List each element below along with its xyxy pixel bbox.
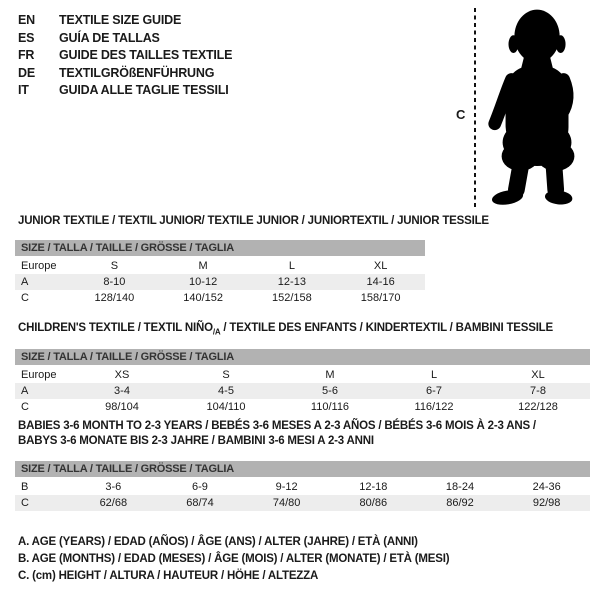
- size-table-babies: SIZE / TALLA / TAILLE / GRÖSSE / TAGLIA …: [15, 461, 590, 511]
- section-childrens-textile: CHILDREN'S TEXTILE / TEXTIL NIÑO/A / TEX…: [15, 321, 590, 415]
- cell: 104/110: [206, 401, 246, 414]
- section-title: JUNIOR TEXTILE / TEXTIL JUNIOR/ TEXTILE …: [18, 215, 489, 227]
- language-code: IT: [18, 83, 29, 97]
- height-figure: C: [450, 5, 600, 217]
- row-label: A: [21, 385, 29, 398]
- cell: 5-6: [322, 385, 338, 398]
- cell: 152/158: [271, 292, 312, 304]
- cell: L: [430, 369, 438, 382]
- cell: 68/74: [186, 497, 214, 509]
- cell: 18-24: [445, 481, 475, 493]
- cell: 14-16: [366, 276, 395, 288]
- height-dashed-line-icon: [474, 8, 476, 209]
- title-sub: /A: [212, 327, 221, 337]
- language-code: ES: [18, 30, 35, 45]
- cell: 86/92: [446, 497, 474, 509]
- size-table-children: SIZE / TALLA / TAILLE / GRÖSSE / TAGLIA …: [15, 349, 590, 415]
- language-code: FR: [18, 48, 35, 62]
- cell: 6-9: [192, 481, 208, 493]
- table-row-c: C 128/140 140/152 152/158 158/170: [15, 290, 425, 306]
- cell: 128/140: [94, 292, 135, 304]
- footnote-line-c: C. (cm) HEIGHT / ALTURA / HAUTEUR / HÖHE…: [18, 570, 319, 582]
- cell: 24-36: [532, 481, 561, 493]
- language-list: EN TEXTILE SIZE GUIDE ES GUÍA DE TALLAS …: [18, 12, 232, 100]
- table-row-europe: Europe S M L XL: [15, 258, 425, 274]
- language-label: GUÍA DE TALLAS: [59, 30, 160, 45]
- table-row-europe: Europe XS S M L XL: [15, 367, 590, 383]
- title-main: CHILDREN'S TEXTILE / TEXTIL NIÑO: [18, 322, 213, 334]
- row-label: Europe: [21, 260, 57, 272]
- language-label: TEXTILGRÖßENFÜHRUNG: [59, 65, 215, 80]
- baby-silhouette-icon: [488, 9, 575, 205]
- size-header-bar: SIZE / TALLA / TAILLE / GRÖSSE / TAGLIA: [15, 461, 590, 477]
- language-row-de: DE TEXTILGRÖßENFÜHRUNG: [18, 65, 232, 83]
- cell: 140/152: [183, 292, 223, 304]
- language-label: GUIDE DES TAILLES TEXTILE: [59, 48, 233, 62]
- size-header-bar: SIZE / TALLA / TAILLE / GRÖSSE / TAGLIA: [15, 240, 425, 256]
- cell: S: [110, 260, 119, 272]
- section-junior-textile: JUNIOR TEXTILE / TEXTIL JUNIOR/ TEXTILE …: [15, 214, 489, 306]
- cell: 9-12: [275, 481, 298, 493]
- cell: 7-8: [530, 385, 546, 398]
- section-title-line1: BABIES 3-6 MONTH TO 2-3 YEARS / BEBÉS 3-…: [18, 420, 536, 432]
- footnote-line-b: B. AGE (MONTHS) / EDAD (MESES) / ÂGE (MO…: [18, 553, 450, 565]
- cell: 116/122: [414, 401, 454, 414]
- cell: 98/104: [105, 401, 139, 414]
- height-marker-label: C: [456, 107, 466, 122]
- cell: 74/80: [272, 497, 301, 509]
- row-label: B: [21, 481, 29, 493]
- size-table-junior: SIZE / TALLA / TAILLE / GRÖSSE / TAGLIA …: [15, 240, 425, 306]
- language-label: TEXTILE SIZE GUIDE: [59, 13, 182, 27]
- language-code: EN: [18, 13, 35, 27]
- section-title: BABIES 3-6 MONTH TO 2-3 YEARS / BEBÉS 3-…: [15, 419, 590, 449]
- cell: 4-5: [218, 385, 234, 398]
- section-title-line2: BABYS 3-6 MONATE BIS 2-3 JAHRE / BAMBINI…: [18, 435, 374, 447]
- cell: 10-12: [189, 276, 218, 288]
- cell: XL: [373, 260, 388, 272]
- language-row-fr: FR GUIDE DES TAILLES TEXTILE: [18, 47, 232, 65]
- cell: XL: [531, 369, 545, 382]
- cell: 3-4: [114, 385, 130, 398]
- section-babies-textile: BABIES 3-6 MONTH TO 2-3 YEARS / BEBÉS 3-…: [15, 419, 590, 511]
- cell: S: [222, 369, 230, 382]
- table-row-c: C 62/68 68/74 74/80 80/86 86/92 92/98: [15, 495, 590, 511]
- cell: 80/86: [359, 497, 388, 509]
- cell: 12-13: [277, 276, 306, 288]
- row-label: C: [21, 401, 29, 414]
- cell: 158/170: [360, 292, 401, 304]
- size-header-bar: SIZE / TALLA / TAILLE / GRÖSSE / TAGLIA: [15, 349, 590, 366]
- cell: 62/68: [99, 497, 128, 509]
- table-row-c: C 98/104 104/110 110/116 116/122 122/128: [15, 399, 590, 415]
- footnote-line-a: A. AGE (YEARS) / EDAD (AÑOS) / ÂGE (ANS)…: [18, 536, 418, 548]
- row-label: Europe: [21, 369, 57, 382]
- language-row-en: EN TEXTILE SIZE GUIDE: [18, 12, 232, 30]
- table-row-a: A 8-10 10-12 12-13 14-16: [15, 274, 425, 290]
- cell: L: [288, 260, 295, 272]
- table-row-a: A 3-4 4-5 5-6 6-7 7-8: [15, 383, 590, 400]
- cell: 8-10: [103, 276, 126, 288]
- cell: XS: [114, 369, 130, 382]
- language-row-es: ES GUÍA DE TALLAS: [18, 30, 232, 48]
- row-label: A: [21, 276, 29, 288]
- cell: 3-6: [105, 481, 122, 493]
- cell: M: [325, 369, 335, 382]
- cell: 110/116: [310, 401, 350, 414]
- cell: 12-18: [359, 481, 388, 493]
- language-code: DE: [18, 65, 35, 80]
- cell: 92/98: [532, 497, 561, 509]
- footnote-legend: A. AGE (YEARS) / EDAD (AÑOS) / ÂGE (ANS)…: [18, 534, 450, 585]
- row-label: C: [21, 497, 29, 509]
- row-label: C: [21, 292, 29, 304]
- table-row-b: B 3-6 6-9 9-12 12-18 18-24 24-36: [15, 479, 590, 495]
- language-row-it: IT GUIDA ALLE TAGLIE TESSILI: [18, 82, 232, 100]
- cell: 6-7: [426, 385, 442, 398]
- title-rest: / TEXTILE DES ENFANTS / KINDERTEXTIL / B…: [220, 322, 553, 334]
- cell: M: [198, 260, 208, 272]
- language-label: GUIDA ALLE TAGLIE TESSILI: [59, 83, 229, 97]
- section-title: CHILDREN'S TEXTILE / TEXTIL NIÑO/A / TEX…: [18, 321, 590, 339]
- cell: 122/128: [518, 401, 558, 414]
